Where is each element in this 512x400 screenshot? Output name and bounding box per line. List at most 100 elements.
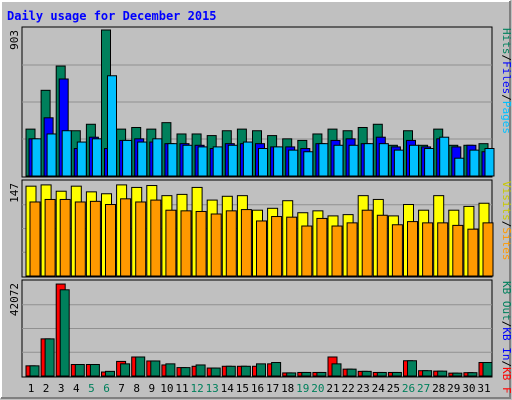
x-label-day-29: 29 <box>447 382 460 395</box>
legend-item-kb-in: KB In <box>500 327 512 360</box>
bar-pages-day-23 <box>363 143 374 177</box>
bar-sites-day-5 <box>89 200 101 277</box>
legend-item-hits: Hits <box>500 28 512 55</box>
x-label-day-19: 19 <box>296 382 309 395</box>
bar-pages-day-14 <box>227 144 238 177</box>
bar-sites-day-24 <box>376 214 388 277</box>
x-label-day-9: 9 <box>148 382 155 395</box>
bar-pages-day-2 <box>46 133 57 177</box>
x-label-day-2: 2 <box>43 382 50 395</box>
bar-sites-day-15 <box>240 209 252 277</box>
bar-kb-out-day-1 <box>29 365 40 377</box>
bar-sites-day-11 <box>180 210 192 277</box>
bar-pages-day-4 <box>76 141 87 177</box>
x-label-day-28: 28 <box>432 382 445 395</box>
legend-item-kb-f: KB F <box>500 367 512 394</box>
x-label-day-6: 6 <box>103 382 110 395</box>
bar-kb-out-day-11 <box>180 367 191 377</box>
legend-item-files: Files <box>500 61 512 94</box>
bar-sites-day-16 <box>256 220 267 277</box>
bar-pages-day-29 <box>454 157 465 177</box>
bar-pages-day-26 <box>409 144 419 177</box>
x-label-day-24: 24 <box>372 382 386 395</box>
legend-item-pages: Pages <box>500 101 512 134</box>
bar-kb-out-day-12 <box>195 364 206 377</box>
bar-sites-day-21 <box>331 225 343 277</box>
bar-sites-day-3 <box>59 198 71 277</box>
bar-kb-out-day-2 <box>44 338 55 377</box>
bar-pages-day-30 <box>469 149 480 177</box>
bar-sites-day-22 <box>346 222 358 277</box>
bar-sites-day-12 <box>195 210 207 277</box>
chart-title: Daily usage for December 2015 <box>7 9 217 23</box>
bar-sites-day-8 <box>135 201 147 277</box>
bar-pages-day-13 <box>212 146 223 177</box>
bar-kb-out-day-13 <box>210 367 221 377</box>
bar-kb-out-day-15 <box>240 365 251 377</box>
bar-kb-out-day-30 <box>467 372 478 377</box>
bar-sites-day-27 <box>422 222 434 277</box>
x-label-day-18: 18 <box>281 382 294 395</box>
bar-sites-day-31 <box>482 222 494 277</box>
x-label-day-25: 25 <box>387 382 400 395</box>
bar-kb-out-day-31 <box>482 362 493 377</box>
x-label-day-7: 7 <box>118 382 125 395</box>
bar-sites-day-26 <box>407 221 418 277</box>
bar-kb-out-day-26 <box>407 360 417 377</box>
bar-pages-day-1 <box>31 138 42 177</box>
legend-separator: / <box>500 361 512 368</box>
bar-pages-day-9 <box>152 138 163 177</box>
bar-pages-day-25 <box>393 149 404 177</box>
bar-sites-day-14 <box>225 210 237 277</box>
bar-pages-day-7 <box>122 139 133 177</box>
bar-sites-day-2 <box>44 198 56 277</box>
x-label-day-26: 26 <box>402 382 415 395</box>
legend-2: KB Out/KB In/KB F <box>500 281 512 394</box>
bar-sites-day-13 <box>210 213 222 277</box>
ymax-label-hits: 903 <box>8 30 21 50</box>
bar-sites-day-1 <box>29 201 41 277</box>
bar-pages-day-5 <box>91 138 102 177</box>
bar-kb-out-day-17 <box>271 362 282 377</box>
bar-pages-day-3 <box>61 130 72 177</box>
bar-kb-out-day-10 <box>165 363 176 377</box>
bar-sites-day-9 <box>150 199 162 277</box>
bar-kb-out-day-21 <box>331 363 342 377</box>
bar-kb-out-day-18 <box>286 372 297 377</box>
bar-pages-day-18 <box>288 149 299 177</box>
bar-kb-out-day-23 <box>361 370 372 377</box>
x-axis-labels: 1 2 3 4 5 6 7 8 9 10 11 12 13 14 15 16 17 18 19 20 21 22 23 24 2… <box>28 382 491 395</box>
bar-pages-day-6 <box>107 75 117 177</box>
bar-sites-day-20 <box>316 217 328 277</box>
x-label-day-22: 22 <box>341 382 354 395</box>
bar-kb-out-day-19 <box>301 371 312 377</box>
x-label-day-11: 11 <box>175 382 188 395</box>
bar-sites-day-28 <box>437 222 449 277</box>
bar-kb-out-day-9 <box>150 360 161 377</box>
bar-kb-out-day-28 <box>437 370 448 377</box>
legend-item-sites: Sites <box>500 227 512 260</box>
bar-sites-day-18 <box>286 216 298 277</box>
bar-pages-day-15 <box>242 141 253 177</box>
x-label-day-3: 3 <box>58 382 65 395</box>
x-label-day-15: 15 <box>236 382 249 395</box>
bar-kb-out-day-6 <box>105 370 115 377</box>
bar-kb-out-day-3 <box>59 289 70 377</box>
x-label-day-17: 17 <box>266 382 279 395</box>
bar-pages-day-16 <box>258 148 268 177</box>
bar-pages-day-20 <box>318 143 329 177</box>
legend-1: Visits/Sites <box>500 181 512 261</box>
bar-sites-day-4 <box>74 201 86 277</box>
x-label-day-8: 8 <box>133 382 140 395</box>
bar-kb-out-day-20 <box>316 371 327 377</box>
bar-pages-day-21 <box>333 144 344 177</box>
bar-sites-day-30 <box>467 228 479 277</box>
x-label-day-21: 21 <box>326 382 339 395</box>
bar-pages-day-10 <box>167 143 178 177</box>
bar-sites-day-23 <box>361 209 373 277</box>
bar-sites-day-7 <box>120 198 132 277</box>
x-label-day-4: 4 <box>73 382 80 395</box>
bar-pages-day-28 <box>439 136 450 177</box>
